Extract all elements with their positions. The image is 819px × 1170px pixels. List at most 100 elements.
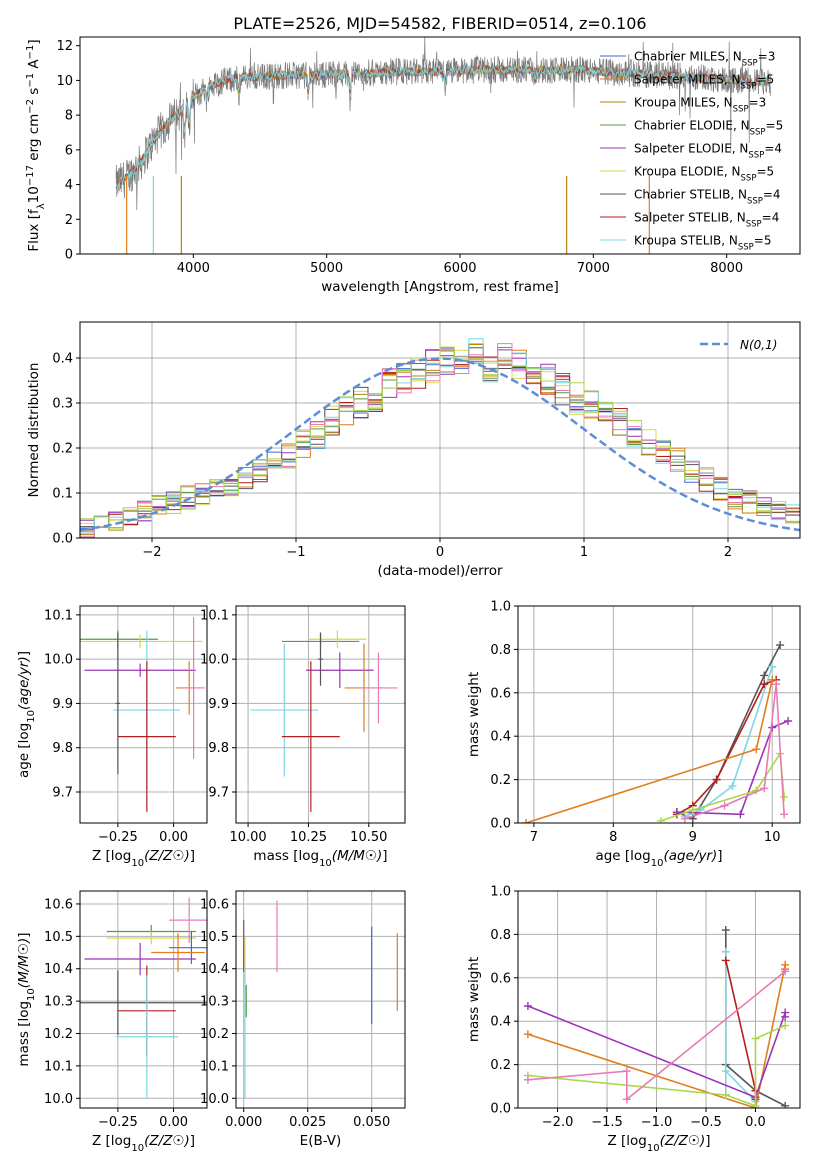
label-part: 10 xyxy=(651,858,664,869)
x-tick-label: 0.050 xyxy=(353,1115,390,1130)
y-tick-label: 10.5 xyxy=(44,930,73,945)
x-tick-label: −2.0 xyxy=(542,1115,574,1130)
label-part: ] xyxy=(190,1133,195,1149)
weight-vs-Z-panel: −2.0 −1.5 −1.0 −0.5 0.0 0.0 0.2 0.4 0.6 0.8 1.0 Z [… xyxy=(466,885,801,1154)
label-part: 10 xyxy=(26,988,37,1001)
weight-marker xyxy=(656,816,665,823)
weight-marker xyxy=(760,784,769,793)
weight-series-line xyxy=(676,720,789,816)
residuals-panel: −2 −1 0 1 2 0.0 0.1 0.2 0.3 0.4 (data-model)/error… xyxy=(26,321,801,579)
y-tick-label: 9.7 xyxy=(208,786,229,801)
x-tick-label: 7000 xyxy=(577,261,610,276)
x-tick-label: −1.0 xyxy=(641,1115,673,1130)
y-tick-label: 0.0 xyxy=(490,1102,511,1117)
histogram-series xyxy=(80,349,800,529)
weight-marker xyxy=(622,1067,631,1076)
mass-vs-EBV-xlabel: E(B-V) xyxy=(300,1133,342,1149)
age-vs-Z-plot-area xyxy=(80,606,207,823)
weight-marker xyxy=(780,810,789,819)
label-part: Z [log xyxy=(607,1133,646,1149)
x-tick-label: 6000 xyxy=(443,261,476,276)
x-tick-label: 9 xyxy=(689,830,697,845)
weight-marker xyxy=(728,782,737,791)
label-part: (Z/Z☉) xyxy=(144,1133,190,1149)
legend-text: SSP xyxy=(741,174,757,184)
age-vs-mass-panel: 10.00 10.25 10.50 9.7 9.8 9.9 10.0 10.1 mass [lo… xyxy=(200,605,406,869)
weight-series-line xyxy=(660,751,785,822)
weight-vs-age-frame xyxy=(517,605,801,824)
x-tick-label: −0.5 xyxy=(690,1115,722,1130)
weight-vs-Z-xlabel: Z [log10(Z/Z☉)] xyxy=(607,1133,710,1154)
y-tick-label: 10.4 xyxy=(200,962,229,977)
y-tick-label: 10.1 xyxy=(200,608,229,623)
label-part: 10 xyxy=(131,1143,144,1154)
weight-marker xyxy=(768,662,777,671)
legend-text: =4 xyxy=(764,142,782,156)
mass-vs-EBV-plot-area xyxy=(236,891,405,1108)
weight-marker xyxy=(622,1095,631,1104)
spectrum-ylabel: Flux [fλ10−17 erg cm−2 s−1 A−1] xyxy=(25,39,47,251)
label-part: (age/yr) xyxy=(663,848,717,864)
x-tick-label: 0.025 xyxy=(289,1115,326,1130)
y-tick-label: 0.8 xyxy=(490,928,511,943)
y-tick-label: 6 xyxy=(65,143,73,158)
residuals-xlabel: (data-model)/error xyxy=(377,563,503,579)
weight-marker xyxy=(721,956,730,965)
spectrum-xlabel: wavelength [Angstrom, rest frame] xyxy=(321,279,559,295)
legend-label: Chabrier MILES, NSSP=3 xyxy=(634,50,775,69)
y-tick-label: 0.2 xyxy=(490,1058,511,1073)
x-tick-label: −0.25 xyxy=(98,830,138,845)
legend-text: Salpeter MILES, N xyxy=(634,73,741,87)
legend-label: Salpeter ELODIE, NSSP=4 xyxy=(634,142,782,161)
x-tick-label: 8000 xyxy=(710,261,743,276)
y-tick-label: 0.4 xyxy=(52,352,73,367)
y-tick-label: 0.4 xyxy=(490,730,511,745)
legend-text: SSP xyxy=(738,243,754,253)
mass-vs-Z-frame xyxy=(79,890,208,1109)
legend-text: =5 xyxy=(756,165,774,179)
label-part: λ xyxy=(36,203,47,209)
label-part: ] xyxy=(382,848,387,864)
histogram-series xyxy=(80,343,800,537)
y-tick-label: 10.1 xyxy=(44,1059,73,1074)
legend-text: =3 xyxy=(758,50,776,64)
spectrum-panel: 4000 5000 6000 7000 8000 0 2 4 6 8 10 12 wavelength … xyxy=(25,36,801,295)
age-vs-Z-frame xyxy=(79,605,208,824)
y-tick-label: 0.6 xyxy=(490,686,511,701)
y-tick-label: 0.3 xyxy=(52,397,73,412)
legend-label: Salpeter MILES, NSSP=5 xyxy=(634,73,774,92)
label-part: A xyxy=(26,59,42,73)
weight-marker xyxy=(523,1002,532,1011)
x-tick-label: 0.000 xyxy=(225,1115,262,1130)
y-tick-label: 10 xyxy=(56,74,73,89)
label-part: 10 xyxy=(647,1143,660,1154)
y-tick-label: 10.3 xyxy=(44,995,73,1010)
weight-series-line xyxy=(527,970,786,1101)
mass-vs-Z-xlabel: Z [log10(Z/Z☉)] xyxy=(92,1133,195,1154)
residuals-ylabel: Normed distribution xyxy=(26,363,42,498)
x-tick-label: 0.00 xyxy=(159,1115,188,1130)
x-tick-label: −1.5 xyxy=(591,1115,623,1130)
x-tick-label: 10.50 xyxy=(350,830,387,845)
weight-marker xyxy=(751,1034,760,1043)
label-part: (age/yr) xyxy=(16,656,32,710)
label-part: age [log xyxy=(595,848,650,864)
label-part: Z [log xyxy=(92,1133,131,1149)
label-part: (M/M☉) xyxy=(16,938,32,988)
x-tick-label: −1 xyxy=(286,545,305,560)
weight-series-line xyxy=(684,666,773,818)
mass-vs-Z-ylabel: mass [log10(M/M☉)] xyxy=(16,932,37,1066)
age-vs-Z-xlabel: Z [log10(Z/Z☉)] xyxy=(92,848,195,869)
y-tick-label: 10.0 xyxy=(200,653,229,668)
legend-label: Kroupa ELODIE, NSSP=5 xyxy=(634,165,774,184)
weight-marker xyxy=(712,775,721,784)
y-tick-label: 10.4 xyxy=(44,962,73,977)
y-tick-label: 10.6 xyxy=(200,897,229,912)
y-tick-label: 10.0 xyxy=(44,1092,73,1107)
label-part: −2 xyxy=(25,99,36,114)
x-tick-label: 4000 xyxy=(177,261,210,276)
legend-label: N(0,1) xyxy=(740,338,777,352)
x-tick-label: 10 xyxy=(764,830,781,845)
y-tick-label: 0.2 xyxy=(490,773,511,788)
legend-entry: Chabrier STELIB, NSSP=4 xyxy=(600,188,781,207)
